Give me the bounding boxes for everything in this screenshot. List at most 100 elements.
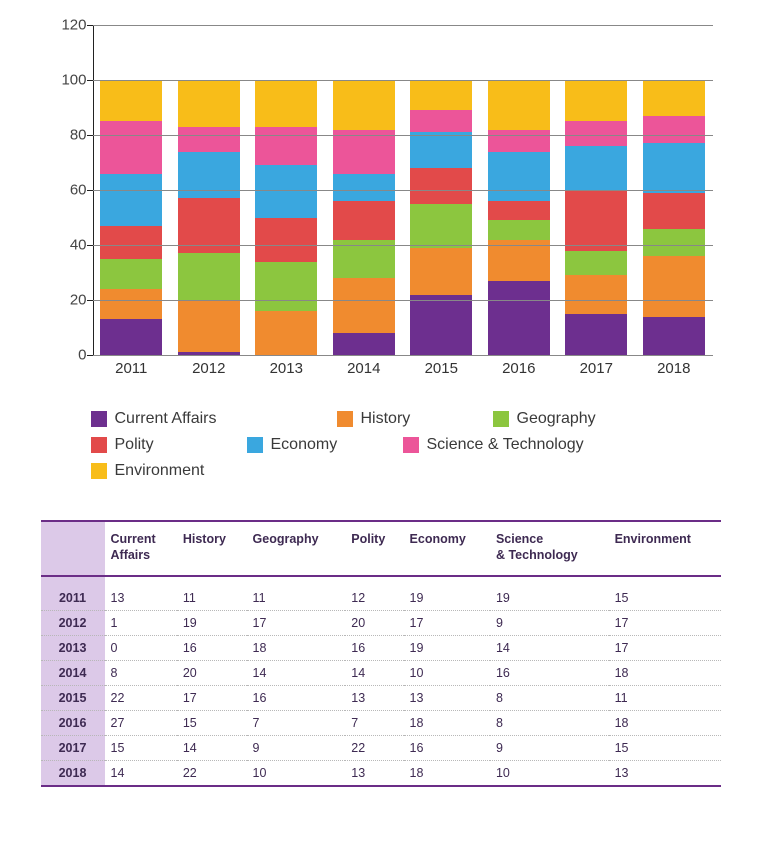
table-cell: 16: [247, 686, 346, 711]
bar-segment: [643, 256, 705, 317]
x-tick-label: 2014: [333, 360, 395, 377]
table-cell: 22: [177, 761, 247, 787]
bar-segment: [255, 218, 317, 262]
legend-swatch: [247, 437, 263, 453]
x-tick-label: 2011: [100, 360, 162, 377]
table-cell: 19: [404, 576, 490, 611]
grid-line: [93, 245, 713, 246]
y-tick-mark: [87, 190, 93, 191]
bar-segment: [410, 168, 472, 204]
table-cell: 9: [490, 736, 609, 761]
bar-column: [178, 80, 240, 355]
table-cell: 19: [404, 636, 490, 661]
table-column-header: Geography: [247, 521, 346, 576]
bar-segment: [255, 165, 317, 217]
legend-item: Science & Technology: [403, 436, 633, 454]
y-tick-mark: [87, 300, 93, 301]
bar-segment: [100, 259, 162, 289]
data-table-wrap: CurrentAffairsHistoryGeographyPolityEcon…: [41, 520, 721, 787]
x-tick-label: 2017: [565, 360, 627, 377]
x-tick-label: 2013: [255, 360, 317, 377]
table-cell: 17: [247, 611, 346, 636]
table-cell: 16: [177, 636, 247, 661]
table-column-header: Science& Technology: [490, 521, 609, 576]
y-tick-mark: [87, 355, 93, 356]
bar-segment: [178, 80, 240, 127]
table-cell: 15: [105, 736, 177, 761]
table-cell: 22: [105, 686, 177, 711]
bar-column: [333, 80, 395, 355]
table-row: 201814221013181013: [41, 761, 721, 787]
table-cell: 7: [247, 711, 346, 736]
legend-label: Geography: [517, 410, 596, 428]
bar-segment: [643, 116, 705, 144]
legend-swatch: [403, 437, 419, 453]
legend-item: Current Affairs: [91, 410, 321, 428]
y-tick-label: 40: [70, 237, 87, 254]
table-cell: 1: [105, 611, 177, 636]
y-tick-label: 80: [70, 127, 87, 144]
row-year-label: 2013: [41, 636, 105, 661]
bar-column: [255, 80, 317, 355]
bar-segment: [488, 220, 550, 239]
table-cell: 14: [105, 761, 177, 787]
table-column-header: History: [177, 521, 247, 576]
legend-label: History: [361, 410, 411, 428]
bar-segment: [643, 143, 705, 193]
bar-segment: [488, 130, 550, 152]
y-tick-label: 0: [78, 347, 86, 364]
bar-segment: [100, 80, 162, 121]
bar-segment: [100, 289, 162, 319]
table-cell: 11: [609, 686, 721, 711]
table-cell: 13: [404, 686, 490, 711]
bar-segment: [643, 317, 705, 356]
table-cell: 15: [609, 576, 721, 611]
y-tick-mark: [87, 245, 93, 246]
y-tick-mark: [87, 25, 93, 26]
table-cell: 16: [404, 736, 490, 761]
bar-segment: [333, 80, 395, 130]
table-cell: 14: [490, 636, 609, 661]
legend-swatch: [91, 463, 107, 479]
bar-segment: [255, 311, 317, 355]
y-tick-label: 20: [70, 292, 87, 309]
legend-item: Environment: [91, 462, 231, 480]
table-row: 2012119172017917: [41, 611, 721, 636]
legend-swatch: [493, 411, 509, 427]
bar-segment: [178, 152, 240, 199]
bar-segment: [100, 226, 162, 259]
row-year-label: 2018: [41, 761, 105, 787]
bar-segment: [410, 248, 472, 295]
row-year-label: 2015: [41, 686, 105, 711]
bar-column: [643, 80, 705, 355]
bar-segment: [410, 204, 472, 248]
table-cell: 27: [105, 711, 177, 736]
table-row: 20148201414101618: [41, 661, 721, 686]
table-cell: 17: [177, 686, 247, 711]
bar-segment: [333, 201, 395, 240]
row-year-label: 2012: [41, 611, 105, 636]
grid-line: [93, 25, 713, 26]
row-year-label: 2016: [41, 711, 105, 736]
bar-segment: [178, 253, 240, 300]
table-cell: 22: [345, 736, 403, 761]
table-cell: 20: [177, 661, 247, 686]
y-tick-label: 120: [61, 17, 86, 34]
row-year-label: 2017: [41, 736, 105, 761]
bar-segment: [100, 319, 162, 355]
table-body: 2011131111121919152012119172017917201301…: [41, 576, 721, 786]
table-cell: 11: [247, 576, 346, 611]
table-cell: 10: [490, 761, 609, 787]
table-cell: 15: [177, 711, 247, 736]
table-row: 2017151492216915: [41, 736, 721, 761]
legend-label: Polity: [115, 436, 154, 454]
table-cell: 9: [247, 736, 346, 761]
table-cell: 18: [609, 711, 721, 736]
table-column-header: Polity: [345, 521, 403, 576]
grid-line: [93, 135, 713, 136]
bar-segment: [565, 275, 627, 314]
bar-segment: [255, 127, 317, 166]
y-axis: 020406080100120: [41, 25, 93, 355]
grid-line: [93, 190, 713, 191]
table-cell: 8: [105, 661, 177, 686]
